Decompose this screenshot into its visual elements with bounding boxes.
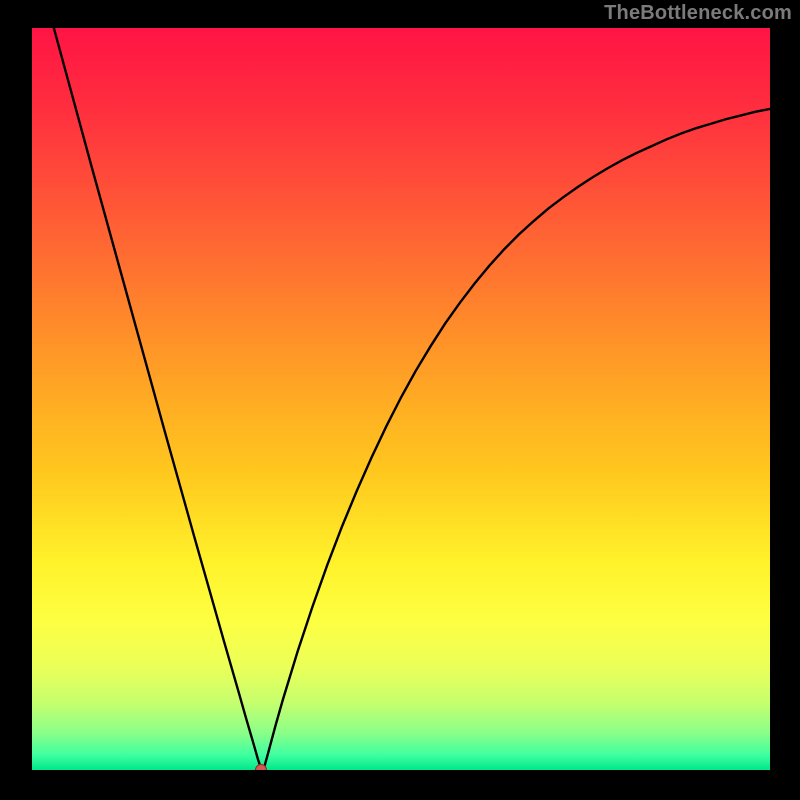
bottleneck-curve xyxy=(32,28,770,770)
optimal-point-marker xyxy=(255,764,267,770)
canvas: TheBottleneck.com xyxy=(0,0,800,800)
line-chart-svg xyxy=(32,28,770,770)
watermark-text: TheBottleneck.com xyxy=(604,2,792,25)
plot-area xyxy=(32,28,770,770)
